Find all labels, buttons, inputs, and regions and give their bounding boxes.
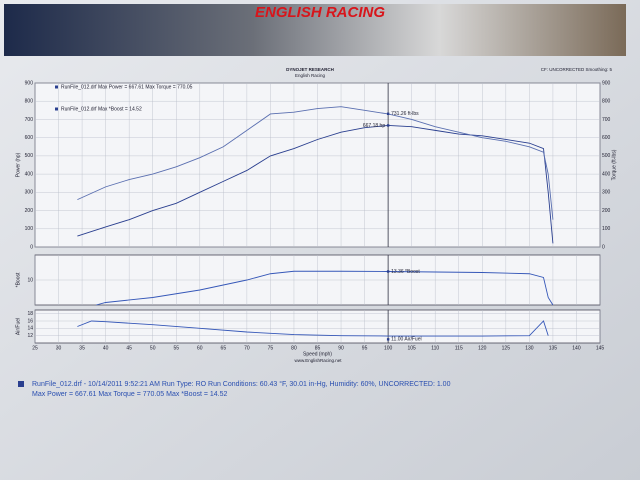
annotation-marker (386, 112, 390, 115)
x-tick-label: 60 (197, 345, 203, 351)
x-tick-label: 90 (338, 345, 344, 351)
y2-tick-label: 700 (602, 117, 611, 123)
y-tick-label: 900 (25, 80, 34, 86)
banner-title: ENGLISH RACING (255, 4, 385, 21)
annotation: 667.18 hp (363, 123, 385, 129)
y-tick-label: 400 (25, 171, 34, 177)
series-line (77, 125, 554, 244)
y-tick-label: 100 (25, 226, 34, 232)
x-tick-label: 85 (315, 345, 321, 351)
x-tick-label: 65 (221, 345, 227, 351)
x-tick-label: 80 (291, 345, 297, 351)
x-tick-label: 45 (126, 345, 132, 351)
y-tick-label: 18 (27, 311, 33, 317)
banner (4, 4, 626, 56)
x-tick-label: 40 (103, 345, 109, 351)
x-tick-label: 125 (502, 345, 511, 351)
x-tick-label: 30 (56, 345, 62, 351)
header-settings: CF: UNCORRECTED Smoothing: 5 (541, 67, 613, 72)
x-tick-label: 130 (525, 345, 534, 351)
legend-entry: RunFile_012.drf Max Power = 667.61 Max T… (61, 84, 193, 90)
annotation-marker (386, 124, 390, 127)
y2-tick-label: 300 (602, 190, 611, 196)
annotation: 731.26 ft-lbs (391, 111, 419, 117)
y2-tick-label: 500 (602, 153, 611, 159)
footer-line: Max Power = 667.61 Max Torque = 770.05 M… (32, 391, 228, 398)
x-tick-label: 25 (32, 345, 38, 351)
x-tick-label: 70 (244, 345, 250, 351)
x-tick-label: 100 (384, 345, 393, 351)
y-tick-label: 600 (25, 135, 34, 141)
y2-axis-label: Torque (ft-lbs) (611, 149, 617, 180)
y-tick-label: 10 (27, 277, 33, 283)
y2-tick-label: 200 (602, 208, 611, 214)
legend-swatch (55, 107, 58, 111)
x-tick-label: 135 (549, 345, 558, 351)
x-tick-label: 105 (407, 345, 416, 351)
y-axis-label: Air/Fuel (15, 318, 21, 335)
y-tick-label: 800 (25, 99, 34, 105)
x-tick-label: 50 (150, 345, 156, 351)
x-tick-label: 75 (268, 345, 274, 351)
annotation: 13.36 *Boost (391, 269, 420, 275)
y-tick-label: 500 (25, 153, 34, 159)
footer-icon (18, 381, 24, 387)
website: www.EnglishRacing.net (294, 358, 342, 363)
x-tick-label: 115 (455, 345, 463, 351)
header-subtitle: English Racing (295, 73, 326, 78)
series-line (77, 320, 549, 337)
legend-swatch (55, 85, 58, 89)
y-axis-label: *Boost (15, 272, 21, 287)
x-axis-label: Speed (mph) (303, 351, 332, 357)
y-tick-label: 200 (25, 208, 34, 214)
x-tick-label: 95 (362, 345, 368, 351)
y-tick-label: 14 (27, 326, 33, 332)
legend-entry: RunFile_012.drf Max *Boost = 14.52 (61, 106, 142, 112)
footer-line: RunFile_012.drf - 10/14/2011 9:52:21 AM … (32, 380, 451, 388)
y2-tick-label: 400 (602, 171, 611, 177)
x-tick-label: 55 (173, 345, 179, 351)
y-tick-label: 0 (30, 244, 33, 250)
y2-tick-label: 900 (602, 80, 611, 86)
x-tick-label: 145 (596, 345, 605, 351)
series-line (77, 106, 554, 220)
x-tick-label: 35 (79, 345, 85, 351)
y-tick-label: 300 (25, 190, 34, 196)
annotation: 11.00 Air/Fuel (391, 337, 421, 343)
x-tick-label: 110 (431, 345, 439, 351)
series-line (96, 270, 554, 306)
y-tick-label: 16 (27, 318, 33, 324)
y-axis-label: Power (hp) (15, 152, 21, 177)
y2-tick-label: 0 (602, 244, 605, 250)
header-title: DYNOJET RESEARCH (286, 67, 334, 72)
annotation-marker (386, 338, 390, 341)
y2-tick-label: 600 (602, 135, 611, 141)
x-tick-label: 140 (572, 345, 581, 351)
y-tick-label: 700 (25, 117, 34, 123)
x-tick-label: 120 (478, 345, 487, 351)
y2-tick-label: 100 (602, 226, 611, 232)
y2-tick-label: 800 (602, 99, 611, 105)
y-tick-label: 12 (27, 333, 33, 339)
annotation-marker (386, 270, 390, 273)
